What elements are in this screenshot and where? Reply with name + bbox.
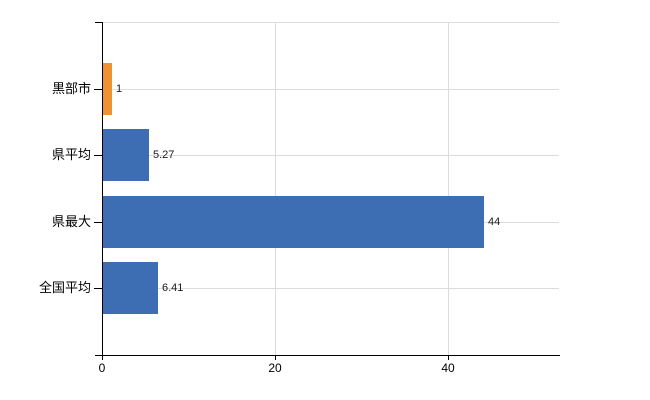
x-axis-tick [102,355,103,360]
bar-value-label: 1 [116,83,123,95]
x-gridline [448,22,449,355]
category-label: 県最大 [51,214,91,229]
x-axis-tick [275,355,276,360]
y-axis-tick [94,155,102,156]
bar-value-label: 5.27 [153,149,175,161]
x-tick-label: 0 [98,361,106,375]
bar [103,63,112,115]
x-axis [95,355,560,356]
bar-value-label: 44 [488,216,501,228]
bar [103,196,484,248]
y-axis-tick [94,222,102,223]
category-label: 県平均 [51,147,91,162]
bar [103,262,158,314]
y-axis-tick [94,89,102,90]
bar [103,129,149,181]
bar-value-label: 6.41 [162,282,184,294]
x-tick-label: 40 [441,361,455,375]
y-gridline [102,89,559,90]
y-gridline [102,155,559,156]
x-tick-label: 20 [268,361,282,375]
category-label: 全国平均 [38,280,91,295]
x-axis-tick [448,355,449,360]
x-gridline [275,22,276,355]
y-axis-top-tick [95,22,102,23]
y-gridline [102,288,559,289]
plot-top-border [102,22,559,23]
y-axis-tick [94,288,102,289]
category-label: 黒部市 [51,81,91,96]
y-axis [102,22,103,355]
